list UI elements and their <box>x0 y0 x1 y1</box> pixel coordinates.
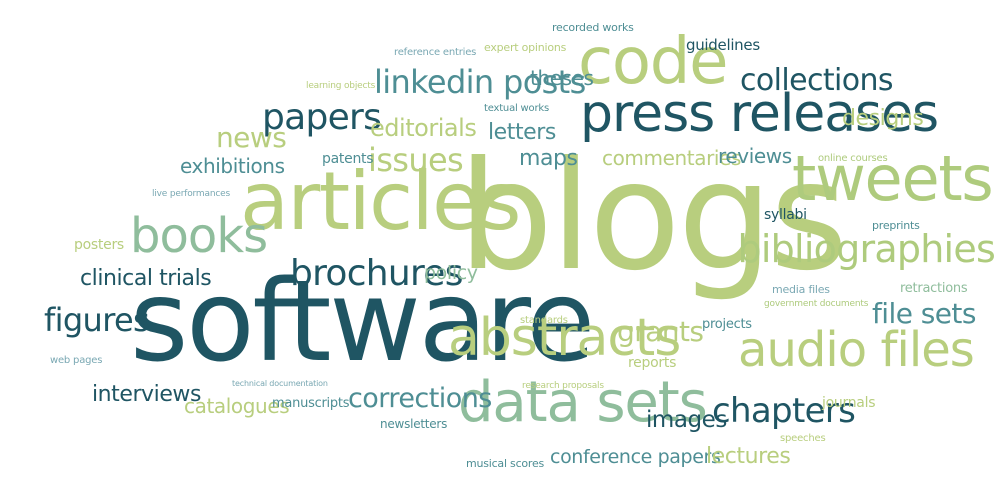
word-media-files: media files <box>772 283 830 296</box>
word-blogs: blogs <box>458 130 848 304</box>
word-file-sets: file sets <box>872 297 976 330</box>
word-chapters: chapters <box>712 391 856 431</box>
word-books: books <box>130 208 268 264</box>
word-manuscripts: manuscripts <box>272 396 350 411</box>
word-government-documents: government documents <box>764 299 869 309</box>
word-posters: posters <box>74 237 124 253</box>
word-journals: journals <box>822 395 876 411</box>
word-clinical-trials: clinical trials <box>80 266 212 291</box>
word-learning-objects: learning objects <box>306 81 376 91</box>
word-letters: letters <box>488 120 556 145</box>
word-technical-documentation: technical documentation <box>232 379 328 388</box>
word-data-sets: data sets <box>458 370 708 435</box>
word-theses: theses <box>530 66 594 90</box>
word-grants: grants <box>617 315 704 348</box>
word-exhibitions: exhibitions <box>180 154 285 178</box>
word-bibliographies: bibliographies <box>737 227 996 271</box>
word-reference-entries: reference entries <box>394 47 477 58</box>
word-commentaries: commentaries <box>602 146 741 170</box>
word-images: images <box>646 407 727 433</box>
word-live-performances: live performances <box>152 189 230 199</box>
word-patents: patents <box>322 151 374 167</box>
word-press-releases: press releases <box>580 84 939 144</box>
word-papers: papers <box>262 97 382 138</box>
word-audio-files: audio files <box>738 322 975 378</box>
word-syllabi: syllabi <box>764 207 807 223</box>
word-recorded-works: recorded works <box>552 21 634 34</box>
word-maps: maps <box>519 146 578 171</box>
word-issues: issues <box>368 141 464 179</box>
word-lectures: lectures <box>706 444 791 469</box>
word-articles: articles <box>240 155 521 248</box>
word-online-courses: online courses <box>818 153 888 164</box>
word-web-pages: web pages <box>50 355 103 366</box>
word-musical-scores: musical scores <box>466 457 545 470</box>
word-conference-papers: conference papers <box>550 446 721 468</box>
word-corrections: corrections <box>348 383 492 414</box>
word-interviews: interviews <box>92 382 201 407</box>
word-code: code <box>578 25 729 99</box>
word-brochures: brochures <box>290 253 463 294</box>
word-tweets: tweets <box>792 142 994 215</box>
word-reviews: reviews <box>718 144 792 168</box>
word-designs: designs <box>842 106 924 131</box>
word-catalogues: catalogues <box>184 394 290 418</box>
word-collections: collections <box>740 63 894 98</box>
word-reports: reports <box>628 355 677 371</box>
word-research-proposals: research proposals <box>522 381 604 391</box>
word-standards: standards <box>520 315 568 326</box>
word-figures: figures <box>44 301 150 339</box>
word-guidelines: guidelines <box>686 36 760 54</box>
word-textual-works: textual works <box>484 103 549 114</box>
word-policy: policy <box>424 262 478 284</box>
word-retractions: retractions <box>900 281 968 296</box>
word-news: news <box>216 121 287 154</box>
word-software: software <box>130 257 595 387</box>
word-abstracts: abstracts <box>448 308 681 368</box>
word-editorials: editorials <box>370 114 477 142</box>
word-newsletters: newsletters <box>380 417 448 431</box>
word-preprints: preprints <box>872 219 920 232</box>
word-speeches: speeches <box>780 433 826 444</box>
word-projects: projects <box>702 317 752 332</box>
word-expert-opinions: expert opinions <box>484 41 567 54</box>
word-linkedin-posts: linkedin posts <box>374 63 586 101</box>
